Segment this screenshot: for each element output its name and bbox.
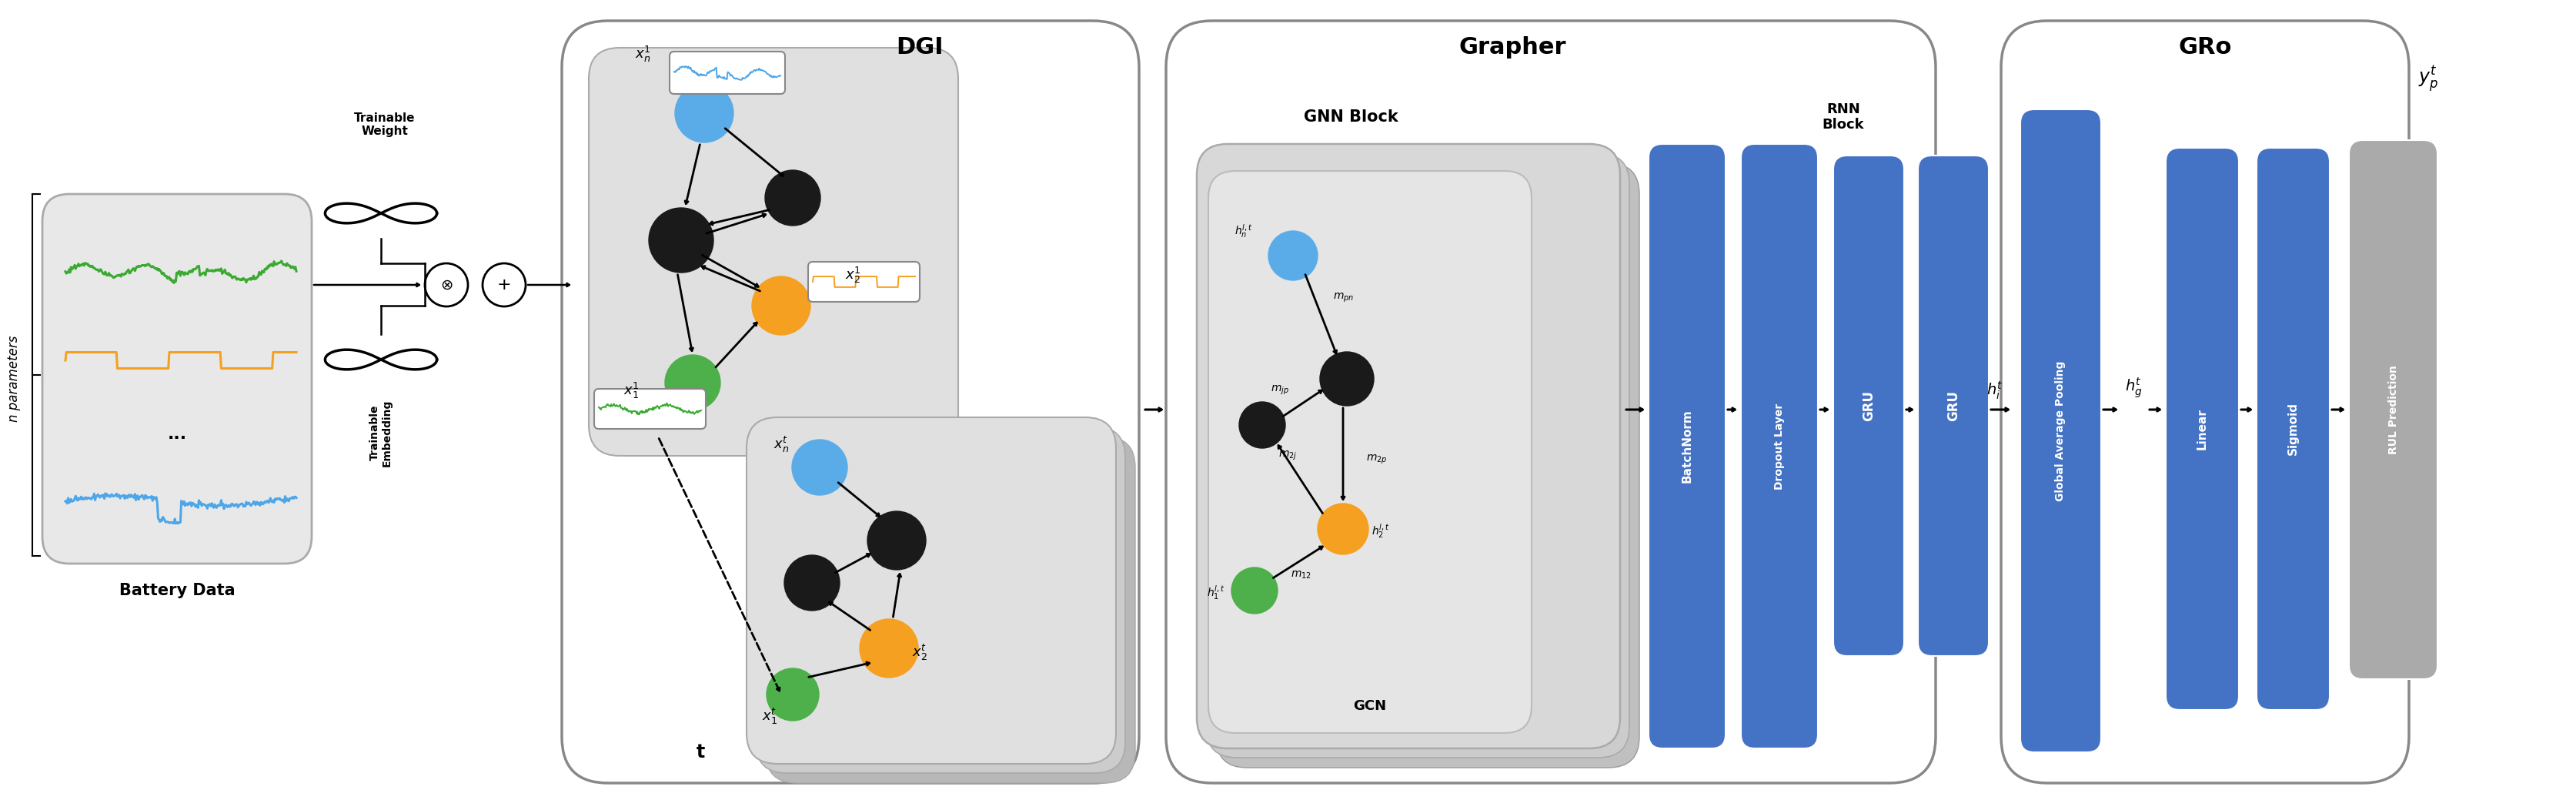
Text: $x_2^t$: $x_2^t$ (912, 642, 927, 662)
Text: $y_p^t$: $y_p^t$ (2416, 64, 2437, 93)
Text: $h_i^t$: $h_i^t$ (1986, 380, 2002, 401)
Text: DGI: DGI (896, 36, 943, 59)
Text: GRU: GRU (1945, 390, 1960, 421)
FancyBboxPatch shape (562, 21, 1139, 783)
Text: Trainable
Embedding: Trainable Embedding (368, 399, 392, 467)
Circle shape (783, 555, 840, 611)
Text: RNN
Block: RNN Block (1821, 102, 1865, 132)
FancyBboxPatch shape (1649, 144, 1726, 748)
FancyBboxPatch shape (2166, 148, 2239, 710)
Text: $h_g^t$: $h_g^t$ (2125, 377, 2141, 400)
Text: $m_{jp}$: $m_{jp}$ (1270, 384, 1288, 397)
Text: RUL Prediction: RUL Prediction (2388, 365, 2398, 454)
FancyBboxPatch shape (41, 194, 312, 564)
Circle shape (649, 208, 714, 273)
Circle shape (1267, 231, 1316, 280)
Circle shape (765, 170, 819, 226)
Text: $m_{2j}$: $m_{2j}$ (1278, 450, 1296, 462)
Circle shape (860, 619, 917, 678)
FancyBboxPatch shape (1832, 156, 1904, 656)
FancyBboxPatch shape (747, 417, 1115, 764)
FancyBboxPatch shape (595, 389, 706, 428)
FancyBboxPatch shape (2349, 140, 2437, 679)
FancyBboxPatch shape (755, 427, 1126, 773)
Text: Grapher: Grapher (1458, 36, 1566, 59)
FancyBboxPatch shape (1917, 156, 1989, 656)
Text: Dropout Layer: Dropout Layer (1772, 403, 1785, 489)
Text: $h_n^{l,t}$: $h_n^{l,t}$ (1234, 223, 1252, 240)
FancyBboxPatch shape (670, 52, 786, 94)
FancyBboxPatch shape (1195, 144, 1620, 748)
FancyBboxPatch shape (2257, 148, 2329, 710)
Text: $x_n^1$: $x_n^1$ (634, 45, 652, 63)
FancyBboxPatch shape (765, 437, 1136, 783)
Circle shape (665, 355, 721, 411)
Text: t: t (696, 743, 703, 761)
Text: Global Average Pooling: Global Average Pooling (2056, 360, 2066, 501)
Circle shape (791, 440, 848, 495)
Text: GCN: GCN (1352, 699, 1386, 713)
Text: n parameters: n parameters (8, 335, 21, 422)
FancyBboxPatch shape (1216, 164, 1638, 768)
Circle shape (765, 668, 819, 721)
Circle shape (752, 276, 811, 335)
Text: $x_1^1$: $x_1^1$ (623, 381, 639, 400)
FancyBboxPatch shape (1167, 21, 1935, 783)
Text: $m_{2p}$: $m_{2p}$ (1365, 454, 1386, 466)
Text: GRo: GRo (2177, 36, 2231, 59)
FancyBboxPatch shape (1206, 153, 1628, 757)
Text: $m_{pn}$: $m_{pn}$ (1332, 292, 1352, 305)
FancyBboxPatch shape (809, 262, 920, 302)
Text: Linear: Linear (2195, 408, 2208, 450)
Text: $x_2^1$: $x_2^1$ (845, 265, 860, 284)
Text: GNN Block: GNN Block (1303, 109, 1399, 125)
Text: $h_1^{l,t}$: $h_1^{l,t}$ (1206, 584, 1226, 602)
FancyBboxPatch shape (1741, 144, 1816, 748)
Circle shape (1239, 402, 1285, 448)
Text: $x_1^t$: $x_1^t$ (762, 706, 778, 726)
Text: $m_{12}$: $m_{12}$ (1291, 569, 1311, 581)
Text: +: + (497, 277, 510, 292)
Text: Battery Data: Battery Data (118, 583, 234, 599)
FancyBboxPatch shape (2002, 21, 2409, 783)
Circle shape (425, 263, 469, 306)
FancyBboxPatch shape (1208, 171, 1530, 733)
FancyBboxPatch shape (2020, 109, 2099, 752)
Text: $h_2^{l,t}$: $h_2^{l,t}$ (1370, 522, 1388, 540)
Text: Sigmoid: Sigmoid (2287, 403, 2298, 455)
Circle shape (482, 263, 526, 306)
Text: ...: ... (167, 427, 185, 442)
Circle shape (675, 84, 734, 143)
Text: Trainable
Weight: Trainable Weight (353, 113, 415, 137)
Circle shape (1316, 504, 1368, 554)
Text: BatchNorm: BatchNorm (1680, 409, 1692, 483)
Text: $x_n^t$: $x_n^t$ (773, 435, 788, 454)
Circle shape (868, 511, 925, 569)
Text: GRU: GRU (1862, 390, 1875, 421)
Circle shape (1319, 352, 1373, 406)
Circle shape (1231, 568, 1278, 614)
FancyBboxPatch shape (587, 48, 958, 456)
Text: ⊗: ⊗ (440, 278, 453, 292)
